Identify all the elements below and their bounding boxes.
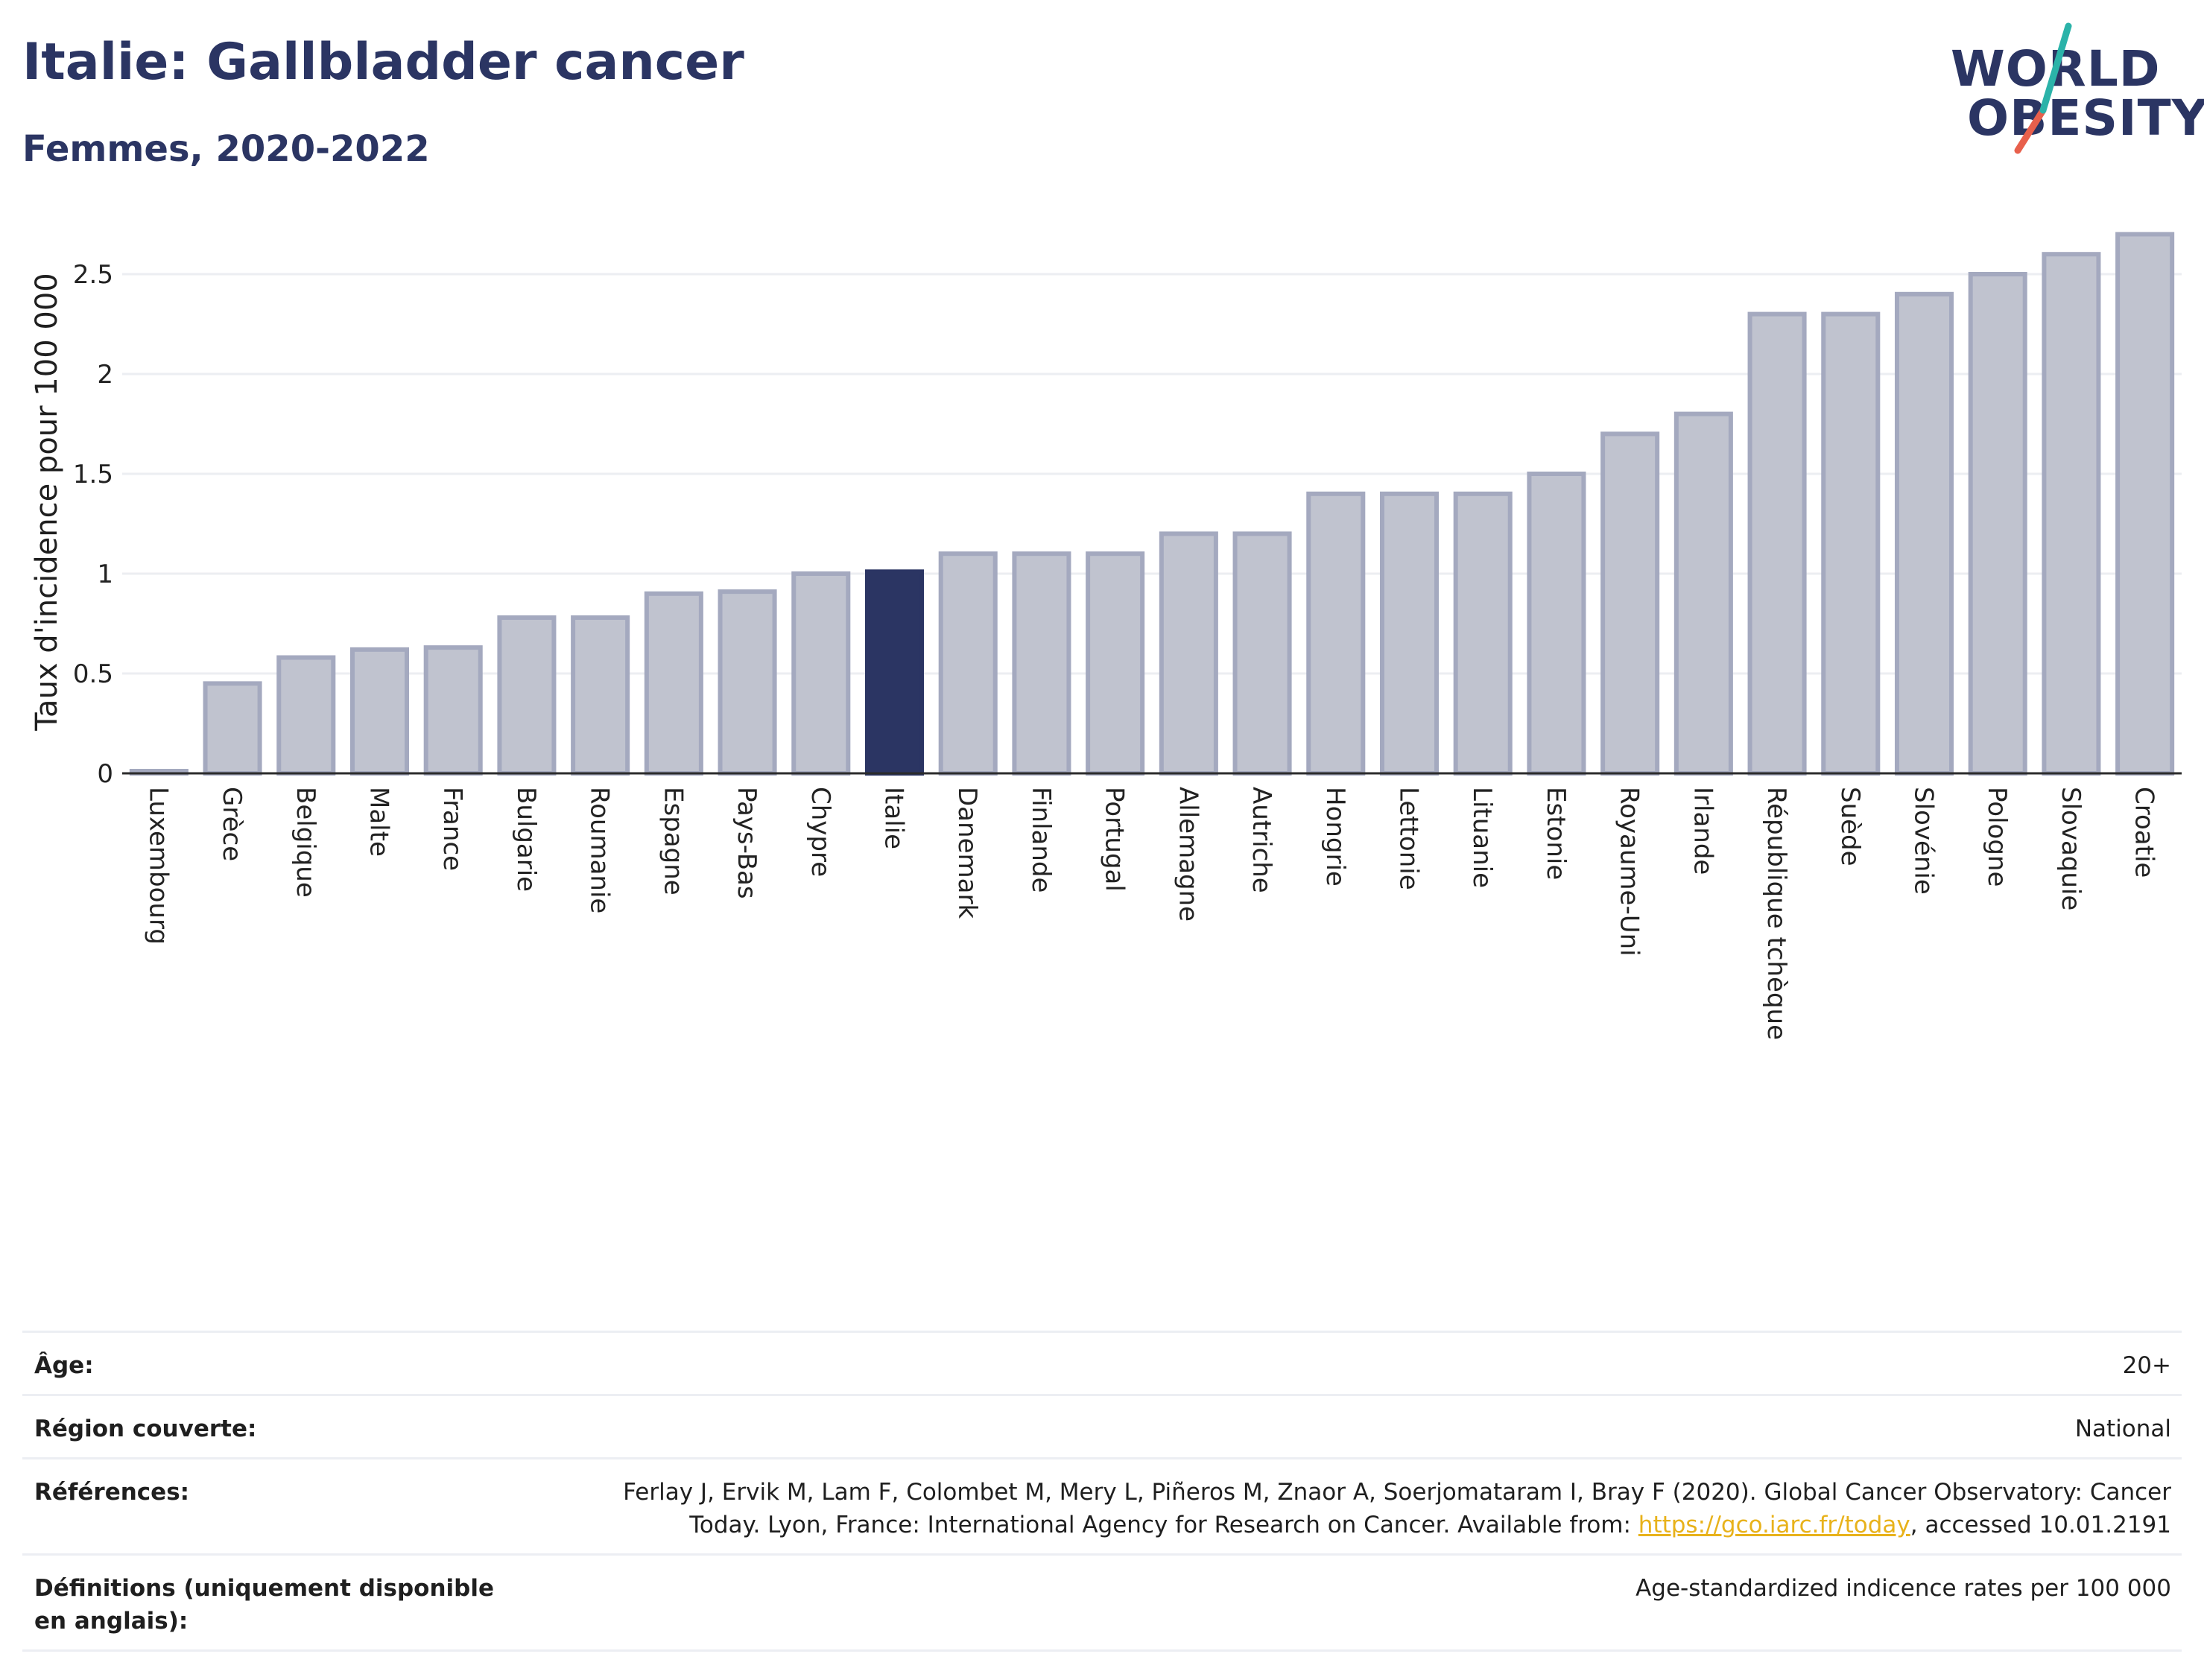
logo-slash-icon — [2014, 22, 2072, 154]
x-tick-label: Malte — [364, 787, 394, 857]
y-tick-label: 0 — [97, 759, 113, 789]
y-tick-label: 1.5 — [73, 460, 113, 489]
x-tick-label: Espagne — [658, 787, 688, 896]
info-row-references: Références: Ferlay J, Ervik M, Lam F, Co… — [22, 1457, 2182, 1553]
region-label: Région couverte: — [34, 1416, 257, 1442]
x-tick-label: Estonie — [1541, 787, 1571, 880]
x-tick-label: Luxembourg — [143, 787, 173, 945]
bar-lettonie[interactable] — [1379, 491, 1440, 776]
bar-roumanie[interactable] — [571, 615, 630, 776]
x-tick-label: Lituanie — [1467, 787, 1497, 888]
x-tick-label: Bulgarie — [511, 787, 541, 892]
x-tick-label: Slovaquie — [2056, 787, 2086, 910]
y-axis-ticks: 0 0.5 1 1.5 2 2.5 — [73, 260, 113, 789]
logo-slash-upper — [2039, 22, 2072, 114]
bar-lituanie[interactable] — [1453, 491, 1513, 776]
bar-r-publique-tch-que[interactable] — [1747, 311, 1807, 776]
x-tick-label: Finlande — [1026, 787, 1056, 893]
definitions-value: Age-standardized indicence rates per 100… — [1635, 1575, 2171, 1602]
chart-title: Italie: Gallbladder cancer — [22, 33, 744, 92]
bar-belgique[interactable] — [276, 655, 336, 776]
region-value: National — [2074, 1416, 2171, 1442]
x-tick-label: Pologne — [1982, 787, 2012, 887]
bar-portugal[interactable] — [1086, 551, 1145, 776]
logo-text-obesity: OBESITY — [1967, 89, 2204, 147]
bar-gr-ce[interactable] — [203, 681, 262, 776]
x-axis-ticks: Luxembourg Grèce Belgique Malte France Bulgar… — [143, 787, 2159, 1040]
age-label: Âge: — [34, 1352, 94, 1379]
world-obesity-logo: WORLD OBESITY — [1937, 22, 2204, 156]
y-tick-label: 0.5 — [73, 659, 113, 689]
references-link[interactable]: https://gco.iarc.fr/today — [1638, 1512, 1910, 1538]
x-tick-label: Croatie — [2129, 787, 2159, 878]
bar-croatie[interactable] — [2115, 232, 2175, 776]
age-value: 20+ — [2122, 1352, 2171, 1379]
x-tick-label: République tchèque — [1761, 787, 1791, 1040]
x-tick-label: Danemark — [952, 787, 982, 919]
x-tick-label: Autriche — [1247, 787, 1276, 893]
info-row-definitions: Définitions (uniquement disponible en an… — [22, 1553, 2182, 1652]
definitions-label: Définitions (uniquement disponible en an… — [34, 1575, 495, 1635]
x-tick-label: Roumanie — [585, 787, 615, 913]
bar-bulgarie[interactable] — [497, 615, 557, 776]
x-tick-label: Portugal — [1100, 787, 1130, 892]
bar-chypre[interactable] — [791, 571, 851, 776]
bar-finlande[interactable] — [1012, 551, 1071, 776]
bar-hongrie[interactable] — [1306, 491, 1366, 776]
bar-pays-bas[interactable] — [718, 589, 777, 776]
bars — [129, 232, 2175, 776]
references-label: Références: — [34, 1479, 190, 1506]
x-tick-label: Suède — [1835, 787, 1865, 866]
logo-slash-lower — [2014, 107, 2047, 154]
x-tick-label: Irlande — [1688, 787, 1717, 875]
y-tick-label: 2.5 — [73, 260, 113, 290]
bar-france[interactable] — [423, 645, 483, 776]
bar-pologne[interactable] — [1968, 272, 2027, 776]
x-tick-label: Hongrie — [1320, 787, 1350, 887]
bar-allemagne[interactable] — [1159, 531, 1218, 776]
info-table: Âge: 20+ Région couverte: National Référ… — [22, 1331, 2182, 1652]
y-tick-label: 2 — [97, 360, 113, 390]
x-tick-label: France — [437, 787, 467, 871]
x-tick-label: Grèce — [217, 787, 247, 861]
x-tick-label: Slovénie — [1909, 787, 1939, 895]
bar-italie[interactable] — [864, 569, 925, 776]
bar-chart: 0 0.5 1 1.5 2 2.5 Luxembourg Grèce Belgique Malt… — [30, 232, 2182, 1040]
x-tick-label: Lettonie — [1394, 787, 1424, 890]
references-text: Ferlay J, Ervik M, Lam F, Colombet M, Me… — [623, 1479, 2171, 1538]
y-tick-label: 1 — [97, 560, 113, 589]
chart-subtitle: Femmes, 2020-2022 — [22, 128, 430, 170]
bar-malte[interactable] — [349, 647, 410, 776]
bar-slov-nie[interactable] — [1894, 291, 1954, 776]
x-tick-label: Allemagne — [1173, 787, 1203, 922]
bar-danemark[interactable] — [938, 551, 998, 776]
references-accessed: , accessed 10.01.2191 — [1910, 1512, 2171, 1538]
bar-irlande[interactable] — [1673, 411, 1733, 776]
references-value: Ferlay J, Ervik M, Lam F, Colombet M, Me… — [569, 1476, 2171, 1541]
y-axis-label: Taux d'incidence pour 100 000 — [30, 273, 64, 731]
bar-royaume-uni[interactable] — [1600, 431, 1660, 776]
x-tick-label: Italie — [879, 787, 909, 849]
x-tick-label: Pays-Bas — [732, 787, 761, 899]
info-row-region: Région couverte: National — [22, 1394, 2182, 1457]
bar-autriche[interactable] — [1232, 531, 1292, 776]
x-tick-label: Belgique — [291, 787, 320, 898]
bar-estonie[interactable] — [1527, 472, 1586, 776]
bar-espagne[interactable] — [644, 591, 703, 776]
info-row-age: Âge: 20+ — [22, 1331, 2182, 1394]
bar-su-de[interactable] — [1821, 311, 1881, 776]
bar-slovaquie[interactable] — [2042, 252, 2101, 776]
x-tick-label: Royaume-Uni — [1615, 787, 1644, 957]
x-tick-label: Chypre — [805, 787, 835, 877]
